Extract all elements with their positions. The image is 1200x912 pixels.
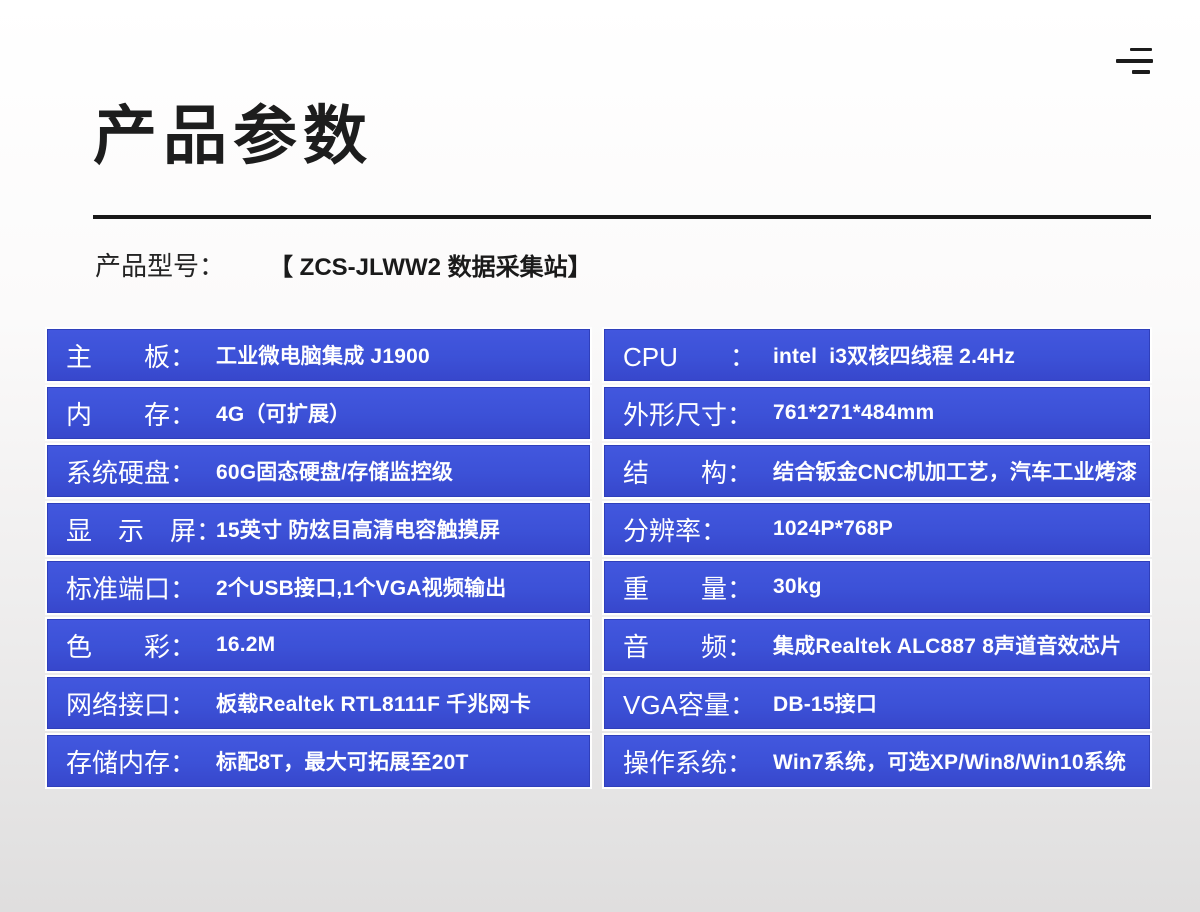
spec-value: 2个USB接口,1个VGA视频输出 [216,577,507,600]
menu-line-middle [1116,59,1153,63]
spec-value: 工业微电脑集成 J1900 [216,345,430,368]
spec-row-display: 显 示 屏： 15英寸 防炫目高清电容触摸屏 [47,503,590,555]
spec-value: 1024P*768P [773,517,893,540]
product-model-value: 【 ZCS-JLWW2 数据采集站】 [269,254,592,281]
menu-line-top [1130,48,1152,51]
spec-row-network: 网络接口： 板载Realtek RTL8111F 千兆网卡 [47,677,590,729]
title-divider [93,215,1151,219]
spec-label: 内 存： [66,399,197,430]
spec-value: intel i3双核四线程 2.4Hz [773,345,1016,368]
spec-label: 音 频： [623,631,754,662]
spec-row-audio: 音 频： 集成Realtek ALC887 8声道音效芯片 [604,619,1150,671]
spec-row-mainboard: 主 板： 工业微电脑集成 J1900 [47,329,590,381]
specs-grid: 主 板： 工业微电脑集成 J1900 内 存： 4G（可扩展） 系统硬盘： 60… [47,329,1150,787]
spec-value: 4G（可扩展） [216,403,351,426]
spec-row-weight: 重 量： 30kg [604,561,1150,613]
spec-label: 系统硬盘： [66,457,197,488]
menu-line-bottom [1132,70,1150,74]
spec-value: 结合钣金CNC机加工艺，汽车工业烤漆 [773,461,1138,484]
spec-row-os: 操作系统： Win7系统，可选XP/Win8/Win10系统 [604,735,1150,787]
spec-value: 15英寸 防炫目高清电容触摸屏 [216,519,501,542]
spec-row-ports: 标准端口： 2个USB接口,1个VGA视频输出 [47,561,590,613]
spec-value: 60G固态硬盘/存储监控级 [216,461,454,484]
spec-row-storage: 存储内存： 标配8T，最大可拓展至20T [47,735,590,787]
spec-value: 761*271*484mm [773,401,935,424]
spec-label: 显 示 屏： [66,515,223,546]
spec-label: 分辨率： [623,515,728,546]
spec-label: 操作系统： [623,747,754,778]
spec-row-system-disk: 系统硬盘： 60G固态硬盘/存储监控级 [47,445,590,497]
spec-row-structure: 结 构： 结合钣金CNC机加工艺，汽车工业烤漆 [604,445,1150,497]
spec-value: 16.2M [216,633,276,656]
spec-label: 存储内存： [66,747,197,778]
spec-value: 板载Realtek RTL8111F 千兆网卡 [216,693,532,716]
spec-value: 集成Realtek ALC887 8声道音效芯片 [773,635,1122,658]
spec-label: VGA容量： [623,689,756,720]
spec-value: DB-15接口 [773,693,878,716]
spec-label: 网络接口： [66,689,197,720]
spec-label: 主 板： [66,341,197,372]
spec-row-vga: VGA容量： DB-15接口 [604,677,1150,729]
spec-label: 重 量： [623,573,754,604]
spec-label: CPU ： [623,341,756,372]
spec-value: Win7系统，可选XP/Win8/Win10系统 [773,751,1127,774]
spec-value: 标配8T，最大可拓展至20T [216,751,469,774]
spec-label: 色 彩： [66,631,197,662]
spec-row-cpu: CPU ： intel i3双核四线程 2.4Hz [604,329,1150,381]
product-model-row: 产品型号： 【 ZCS-JLWW2 数据采集站】 [95,246,592,283]
spec-label: 标准端口： [66,573,197,604]
spec-row-memory: 内 存： 4G（可扩展） [47,387,590,439]
menu-lines-icon[interactable] [1116,48,1153,74]
product-model-label: 产品型号： [95,251,226,281]
spec-row-dimensions: 外形尺寸： 761*271*484mm [604,387,1150,439]
page-title: 产品参数 [93,100,373,172]
spec-row-resolution: 分辨率： 1024P*768P [604,503,1150,555]
spec-label: 结 构： [623,457,754,488]
spec-row-color: 色 彩： 16.2M [47,619,590,671]
spec-label: 外形尺寸： [623,399,754,430]
spec-value: 30kg [773,575,822,598]
